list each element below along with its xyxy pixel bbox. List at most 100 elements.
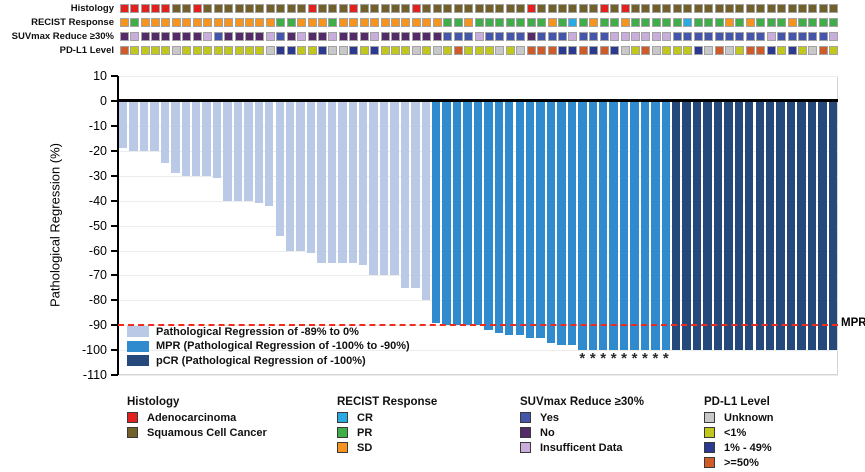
track-square-histology (526, 4, 536, 13)
track-square-recist (130, 18, 140, 27)
gridline (118, 375, 838, 377)
reference-line-label: MPR (841, 317, 865, 329)
track-square-histology (171, 4, 181, 13)
track-square-histology (244, 4, 254, 13)
significance-asterisk: * (600, 350, 607, 368)
legend-swatch (704, 427, 715, 438)
track-square-recist (620, 18, 630, 27)
track-square-suvmax (505, 32, 515, 41)
bar-regression (233, 101, 243, 201)
track-square-pdl1 (432, 46, 442, 55)
bar-mpr (536, 101, 545, 338)
track-square-recist (495, 18, 505, 27)
chart-legend-swatch-pcr (127, 355, 149, 367)
track-square-pdl1 (693, 46, 703, 55)
legend-swatch (520, 427, 531, 438)
track-square-pdl1 (286, 46, 296, 55)
track-square-suvmax (829, 32, 839, 41)
track-square-histology (432, 4, 442, 13)
track-square-suvmax (526, 32, 536, 41)
bar-mpr (515, 101, 524, 336)
track-square-suvmax (756, 32, 766, 41)
track-square-recist (714, 18, 724, 27)
track-square-recist (411, 18, 421, 27)
bar-regression (285, 101, 295, 251)
y-axis-tick (111, 349, 118, 352)
bar-mpr (432, 101, 441, 323)
track-square-pdl1 (724, 46, 734, 55)
track-square-pdl1 (307, 46, 317, 55)
track-square-histology (662, 4, 672, 13)
track-square-recist (119, 18, 129, 27)
track-square-recist (547, 18, 557, 27)
bar-mpr (609, 101, 618, 351)
track-square-suvmax (276, 32, 286, 41)
track-square-histology (777, 4, 787, 13)
bar-pcr (745, 101, 754, 351)
track-square-suvmax (432, 32, 442, 41)
track-square-histology (683, 4, 693, 13)
track-square-histology (797, 4, 807, 13)
y-axis-tick (111, 324, 118, 327)
track-square-suvmax (359, 32, 369, 41)
bar-mpr (599, 101, 608, 351)
track-square-recist (349, 18, 359, 27)
track-square-suvmax (140, 32, 150, 41)
legend-item-label: PR (357, 427, 373, 439)
track-square-recist (464, 18, 474, 27)
track-square-recist (557, 18, 567, 27)
y-tick-label: -10 (88, 118, 107, 133)
track-square-recist (505, 18, 515, 27)
y-axis-tick (111, 174, 118, 177)
track-square-histology (808, 4, 818, 13)
y-tick-label: -110 (82, 368, 107, 383)
track-square-pdl1 (171, 46, 181, 55)
track-row-suvmax: SUVmax Reduce ≥30% (0, 30, 865, 44)
track-square-recist (516, 18, 526, 27)
track-square-pdl1 (672, 46, 682, 55)
track-square-recist (693, 18, 703, 27)
track-square-histology (693, 4, 703, 13)
track-square-pdl1 (537, 46, 547, 55)
track-square-histology (151, 4, 161, 13)
legend-swatch (704, 457, 715, 468)
track-square-pdl1 (756, 46, 766, 55)
track-square-recist (255, 18, 265, 27)
bar-pcr (755, 101, 764, 351)
track-square-pdl1 (578, 46, 588, 55)
bar-regression (275, 101, 284, 236)
track-square-pdl1 (745, 46, 755, 55)
track-square-pdl1 (610, 46, 620, 55)
bar-pcr (703, 101, 712, 351)
track-square-histology (192, 4, 202, 13)
track-square-recist (224, 18, 234, 27)
bar-regression (411, 101, 420, 288)
chart-legend-swatch-regression (127, 326, 149, 337)
track-square-histology (349, 4, 359, 13)
track-square-suvmax (422, 32, 432, 41)
y-axis-tick (111, 249, 118, 252)
track-square-histology (641, 4, 651, 13)
track-square-recist (829, 18, 839, 27)
legend-swatch (337, 427, 348, 438)
track-square-suvmax (777, 32, 787, 41)
track-square-pdl1 (391, 46, 401, 55)
y-axis-tick (111, 299, 118, 302)
track-square-suvmax (130, 32, 140, 41)
track-square-pdl1 (651, 46, 661, 55)
bar-regression (223, 101, 232, 201)
track-square-histology (443, 4, 453, 13)
track-square-pdl1 (349, 46, 359, 55)
track-square-pdl1 (443, 46, 453, 55)
track-square-pdl1 (641, 46, 651, 55)
y-tick-label: -70 (88, 268, 107, 283)
track-square-pdl1 (777, 46, 787, 55)
track-square-suvmax (672, 32, 682, 41)
track-square-recist (234, 18, 244, 27)
bar-regression (369, 101, 378, 276)
y-axis-tick (111, 274, 118, 277)
track-square-suvmax (317, 32, 327, 41)
track-label-suvmax: SUVmax Reduce ≥30% (11, 31, 114, 42)
track-square-suvmax (818, 32, 828, 41)
